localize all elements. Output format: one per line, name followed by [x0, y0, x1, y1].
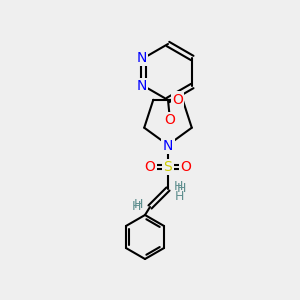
Text: H: H [133, 199, 143, 212]
Text: N: N [136, 79, 147, 93]
Text: O: O [172, 93, 183, 107]
Text: O: O [181, 160, 191, 174]
Text: O: O [145, 160, 155, 174]
Text: O: O [165, 113, 176, 127]
Text: N: N [163, 139, 173, 153]
Text: S: S [164, 160, 172, 174]
Text: H: H [175, 190, 184, 203]
Text: H: H [132, 200, 141, 214]
Text: N: N [136, 51, 147, 65]
Text: H: H [177, 182, 186, 194]
Text: H: H [173, 179, 183, 193]
